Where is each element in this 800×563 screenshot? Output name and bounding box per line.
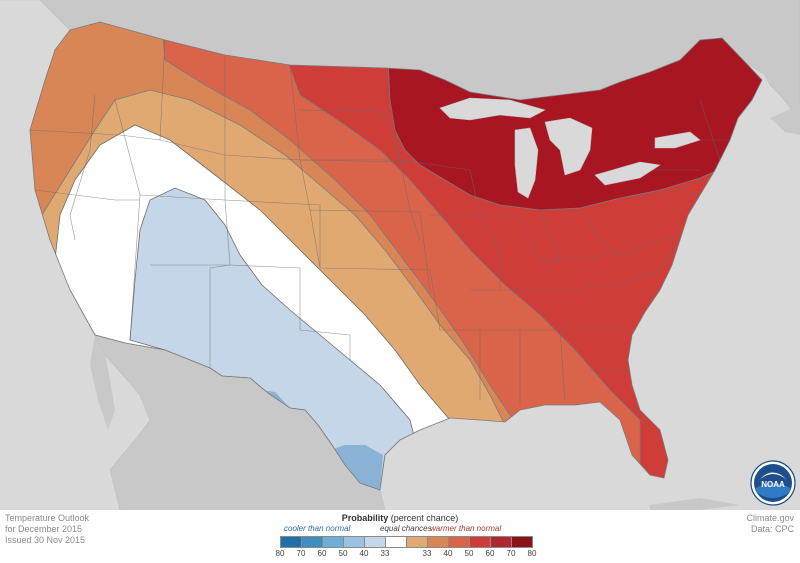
legend-tick-label: 40 <box>443 549 453 558</box>
legend-swatch <box>407 536 428 548</box>
legend-swatch <box>449 536 470 548</box>
legend-swatches <box>280 536 533 548</box>
legend-tick-label: 60 <box>485 549 495 558</box>
outlook-title-block: Temperature Outlook for December 2015 Is… <box>5 513 89 546</box>
legend-tick-label: 70 <box>296 549 306 558</box>
legend-tick-label: 80 <box>275 549 285 558</box>
legend-swatch <box>470 536 491 548</box>
legend-swatch <box>323 536 344 548</box>
legend-swatch <box>491 536 512 548</box>
nova-scotia <box>770 105 800 135</box>
credit-data: Data: CPC <box>750 524 794 534</box>
legend-swatch <box>280 536 302 548</box>
temperature-outlook-map <box>0 0 800 510</box>
warm-33-region <box>30 90 505 440</box>
legend-tick-label: 60 <box>317 549 327 558</box>
outlook-title-line-2: for December 2015 <box>5 524 83 534</box>
outlook-issued-date: Issued 30 Nov 2015 <box>5 535 86 545</box>
legend-title-main: Probability <box>341 513 389 523</box>
legend-tick-label: 50 <box>338 549 348 558</box>
legend-swatch <box>365 536 386 548</box>
legend-cooler-label: cooler than normal <box>284 524 351 533</box>
legend-tick-label: 40 <box>359 549 369 558</box>
legend-tick-label: 33 <box>380 549 390 558</box>
baja-peninsula <box>90 335 115 430</box>
legend-ticks: 80 70 60 50 40 33 33 40 50 60 70 80 <box>276 549 537 559</box>
legend-tick-label: 80 <box>527 549 537 558</box>
legend-swatch <box>344 536 365 548</box>
outlook-title-line-1: Temperature Outlook <box>5 513 90 523</box>
cool-50-region-south-texas <box>330 445 383 490</box>
credit-site: Climate.gov <box>746 513 794 523</box>
legend-warmer-label: warmer than normal <box>430 524 502 533</box>
legend-tick-label: 70 <box>506 549 516 558</box>
legend-swatch <box>428 536 449 548</box>
noaa-logo-text: NOAA <box>761 480 785 489</box>
state-borders <box>30 39 731 405</box>
legend-equal-label: equal chances <box>380 524 432 533</box>
great-lakes <box>439 97 701 199</box>
legend-swatch <box>512 536 533 548</box>
legend-tick-label: 33 <box>422 549 432 558</box>
legend-title-suffix: (percent chance) <box>390 513 459 523</box>
noaa-logo: NOAA <box>750 460 796 506</box>
probability-contours <box>30 22 762 490</box>
cuba-island <box>650 498 740 510</box>
legend-swatch <box>302 536 323 548</box>
legend-tick-label: 50 <box>464 549 474 558</box>
legend-swatch <box>386 536 407 548</box>
legend-title: Probability (percent chance) <box>280 513 520 523</box>
credits-block: Climate.gov Data: CPC <box>746 513 794 535</box>
